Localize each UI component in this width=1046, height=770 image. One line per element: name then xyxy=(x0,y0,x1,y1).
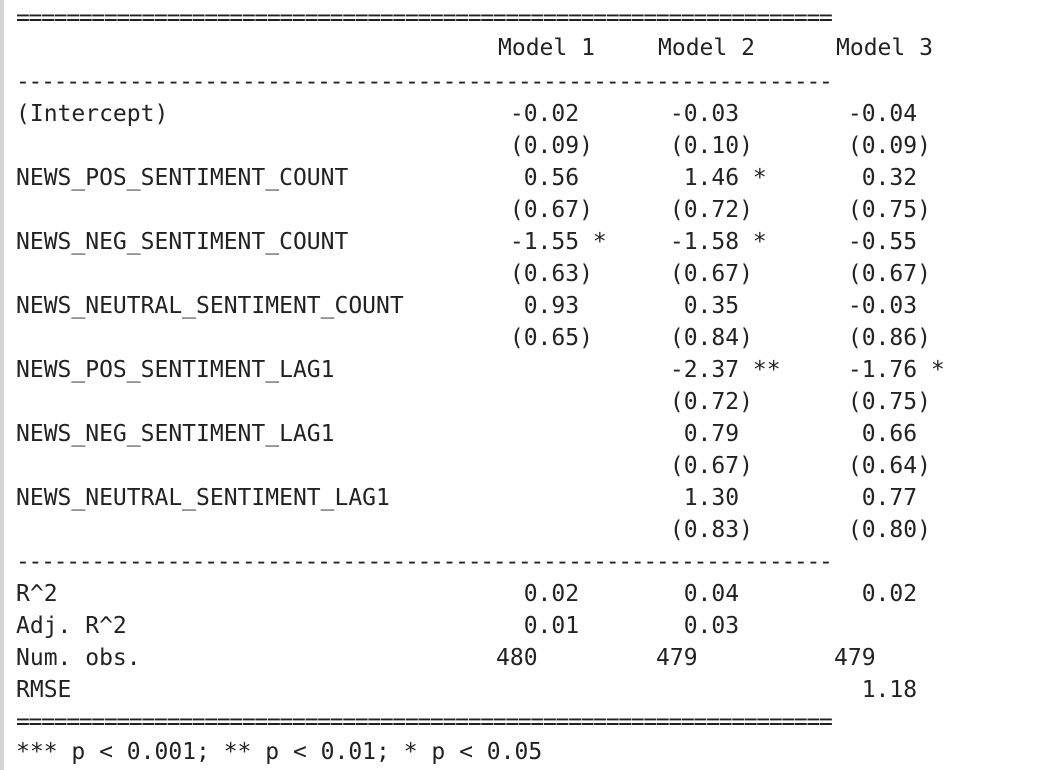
stat-m2: 0.03 xyxy=(656,613,740,639)
coef-label: NEWS_POS_SENTIMENT_COUNT xyxy=(16,165,349,191)
coef-label: (Intercept) xyxy=(16,101,169,127)
se-m2: (0.72) xyxy=(656,389,753,415)
stat-label: Num. obs. xyxy=(16,645,141,671)
coef-m2: -1.58 * xyxy=(656,229,767,255)
header-model-1: Model 1 xyxy=(498,35,595,61)
header-model-2: Model 2 xyxy=(658,35,755,61)
console-left-border xyxy=(0,0,4,770)
se-m3: (0.80) xyxy=(834,517,931,543)
bottom-double-rule: ========================================… xyxy=(16,709,833,735)
se-m1: (0.63) xyxy=(496,261,593,287)
coef-m1: 0.56 xyxy=(496,165,580,191)
significance-footnote: *** p < 0.001; ** p < 0.01; * p < 0.05 xyxy=(16,739,543,765)
stat-m2: 479 xyxy=(656,645,698,671)
top-double-rule: ========================================… xyxy=(16,5,833,31)
coef-m3: -0.04 xyxy=(834,101,918,127)
stat-label: Adj. R^2 xyxy=(16,613,127,639)
coef-m2: 0.35 xyxy=(656,293,740,319)
coef-m2: -0.03 xyxy=(656,101,740,127)
se-m3: (0.75) xyxy=(834,389,931,415)
se-m3: (0.67) xyxy=(834,261,931,287)
coef-m3: -1.76 * xyxy=(834,357,945,383)
se-m3: (0.75) xyxy=(834,197,931,223)
coef-m3: 0.32 xyxy=(834,165,918,191)
se-m3: (0.64) xyxy=(834,453,931,479)
coef-m3: 0.66 xyxy=(834,421,918,447)
regression-table-output: ========================================… xyxy=(16,0,1036,770)
coef-m2: 1.30 xyxy=(656,485,740,511)
stat-m3: 1.18 xyxy=(834,677,918,703)
header-model-3: Model 3 xyxy=(836,35,933,61)
se-m2: (0.72) xyxy=(656,197,753,223)
coef-label: NEWS_NEUTRAL_SENTIMENT_LAG1 xyxy=(16,485,390,511)
se-m2: (0.83) xyxy=(656,517,753,543)
stat-m2: 0.04 xyxy=(656,581,740,607)
stat-m1: 0.02 xyxy=(496,581,580,607)
se-m2: (0.67) xyxy=(656,261,753,287)
stat-m1: 480 xyxy=(496,645,538,671)
coef-label: NEWS_POS_SENTIMENT_LAG1 xyxy=(16,357,335,383)
coef-label: NEWS_NEG_SENTIMENT_LAG1 xyxy=(16,421,335,447)
stat-m3: 479 xyxy=(834,645,876,671)
coef-m1: -1.55 * xyxy=(496,229,607,255)
stat-label: RMSE xyxy=(16,677,72,703)
se-m2: (0.84) xyxy=(656,325,753,351)
se-m3: (0.09) xyxy=(834,133,931,159)
stat-m3: 0.02 xyxy=(834,581,918,607)
coef-m3: -0.03 xyxy=(834,293,918,319)
se-m1: (0.09) xyxy=(496,133,593,159)
se-m1: (0.65) xyxy=(496,325,593,351)
coef-label: NEWS_NEUTRAL_SENTIMENT_COUNT xyxy=(16,293,404,319)
header-single-rule: ----------------------------------------… xyxy=(16,69,833,95)
coef-m3: -0.55 xyxy=(834,229,918,255)
coef-m2: 1.46 * xyxy=(656,165,767,191)
se-m2: (0.10) xyxy=(656,133,753,159)
coef-m2: -2.37 ** xyxy=(656,357,781,383)
coef-m1: -0.02 xyxy=(496,101,580,127)
coef-m2: 0.79 xyxy=(656,421,740,447)
se-m3: (0.86) xyxy=(834,325,931,351)
se-m1: (0.67) xyxy=(496,197,593,223)
stat-label: R^2 xyxy=(16,581,58,607)
coef-label: NEWS_NEG_SENTIMENT_COUNT xyxy=(16,229,349,255)
coef-m1: 0.93 xyxy=(496,293,580,319)
stat-m1: 0.01 xyxy=(496,613,580,639)
stats-single-rule: ----------------------------------------… xyxy=(16,549,833,575)
se-m2: (0.67) xyxy=(656,453,753,479)
coef-m3: 0.77 xyxy=(834,485,918,511)
